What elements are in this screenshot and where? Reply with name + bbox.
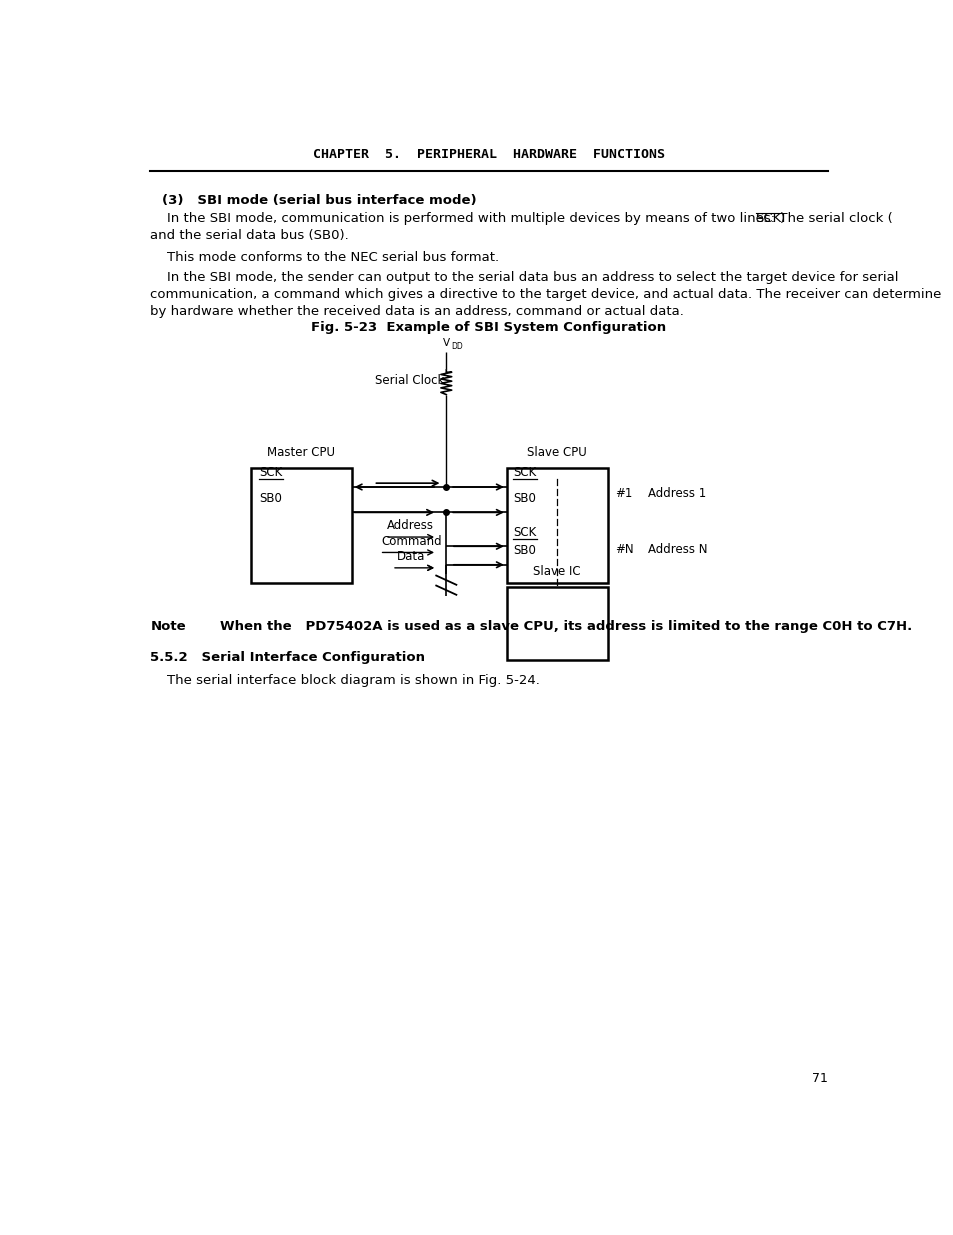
Text: Slave IC: Slave IC — [533, 564, 580, 578]
Text: 5.5.2   Serial Interface Configuration: 5.5.2 Serial Interface Configuration — [150, 651, 425, 664]
Text: CHAPTER  5.  PERIPHERAL  HARDWARE  FUNCTIONS: CHAPTER 5. PERIPHERAL HARDWARE FUNCTIONS — [313, 148, 664, 162]
Text: communication, a command which gives a directive to the target device, and actua: communication, a command which gives a d… — [150, 288, 941, 300]
Text: (3)   SBI mode (serial bus interface mode): (3) SBI mode (serial bus interface mode) — [162, 194, 476, 207]
Text: Fig. 5-23  Example of SBI System Configuration: Fig. 5-23 Example of SBI System Configur… — [311, 321, 666, 335]
Text: Note: Note — [150, 620, 186, 634]
Text: SCK: SCK — [258, 467, 282, 479]
Text: In the SBI mode, the sender can output to the serial data bus an address to sele: In the SBI mode, the sender can output t… — [150, 270, 898, 284]
Text: SCK: SCK — [513, 526, 536, 538]
Text: #1: #1 — [615, 487, 632, 500]
Text: 71: 71 — [811, 1072, 827, 1086]
Text: SCK: SCK — [755, 212, 781, 225]
Text: SB0: SB0 — [513, 545, 536, 557]
Text: and the serial data bus (SB0).: and the serial data bus (SB0). — [150, 228, 349, 242]
Text: ): ) — [780, 212, 784, 225]
Text: SB0: SB0 — [513, 492, 536, 505]
Bar — [506, 587, 607, 661]
Text: SCK: SCK — [513, 467, 536, 479]
Text: by hardware whether the received data is an address, command or actual data.: by hardware whether the received data is… — [150, 305, 683, 317]
Text: DD: DD — [451, 342, 462, 352]
Text: Address: Address — [386, 520, 434, 532]
Text: Address N: Address N — [647, 543, 706, 556]
Text: Serial Clock: Serial Clock — [375, 374, 444, 387]
Text: When the   PD75402A is used as a slave CPU, its address is limited to the range : When the PD75402A is used as a slave CPU… — [220, 620, 911, 634]
Text: The serial interface block diagram is shown in Fig. 5-24.: The serial interface block diagram is sh… — [150, 674, 539, 687]
Bar — [506, 468, 607, 583]
Text: This mode conforms to the NEC serial bus format.: This mode conforms to the NEC serial bus… — [150, 251, 498, 263]
Text: SB0: SB0 — [258, 492, 281, 505]
Text: Command: Command — [381, 535, 441, 548]
Text: In the SBI mode, communication is performed with multiple devices by means of tw: In the SBI mode, communication is perfor… — [150, 212, 892, 225]
Text: Master CPU: Master CPU — [267, 446, 335, 458]
Text: Data: Data — [396, 551, 425, 563]
Bar — [251, 468, 352, 583]
Text: V: V — [442, 338, 449, 348]
Text: Address 1: Address 1 — [647, 487, 705, 500]
Text: #N: #N — [615, 543, 633, 556]
Text: Slave CPU: Slave CPU — [527, 446, 586, 458]
